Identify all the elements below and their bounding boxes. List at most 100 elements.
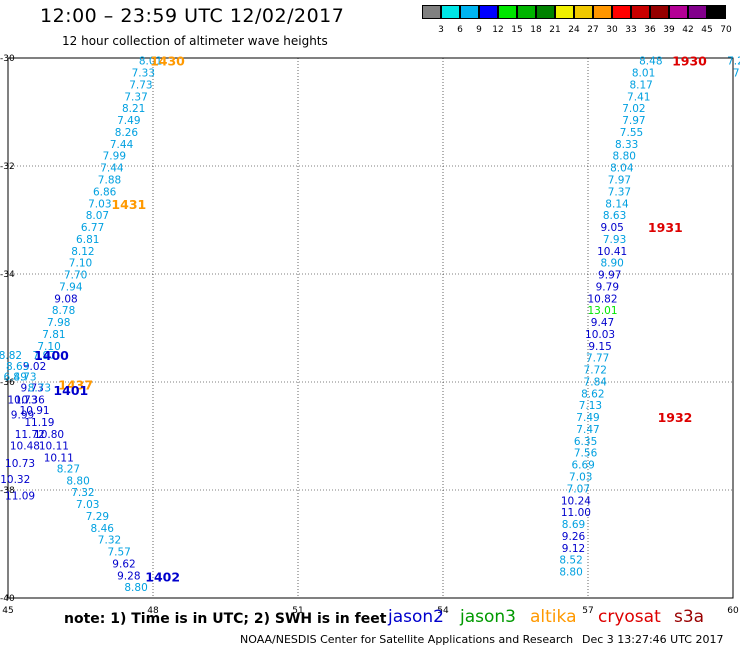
y-tick-label: -32 — [0, 162, 15, 172]
wave-height-value: 7.72 — [584, 365, 607, 377]
wave-height-value: 6.81 — [76, 234, 99, 246]
wave-height-value: 6.35 — [574, 436, 597, 448]
legend-entry-altika: altika — [530, 607, 577, 627]
color-scale-label: 12 — [492, 25, 504, 35]
color-scale-swatch — [650, 5, 669, 19]
wave-height-value: 7.37 — [124, 91, 147, 103]
legend-entry-jason2: jason2 — [388, 607, 444, 627]
wave-height-value: 7.07 — [567, 483, 590, 495]
wave-height-value: 7.32 — [98, 535, 121, 547]
wave-height-value: 10.36 — [15, 394, 45, 406]
wave-height-value: 8.52 — [559, 555, 582, 567]
color-scale-swatch — [479, 5, 498, 19]
wave-height-value: 7.77 — [586, 353, 609, 365]
color-scale-swatch — [422, 5, 441, 19]
wave-height-value: 10.11 — [44, 453, 74, 465]
wave-height-value: 7.47 — [576, 424, 599, 436]
wave-height-value: 8.63 — [6, 361, 29, 373]
wave-height-value: 7.56 — [574, 448, 598, 460]
color-scale-swatch — [707, 5, 726, 19]
wave-height-value: 8.17 — [629, 79, 652, 91]
wave-height-value: 8.26 — [115, 127, 139, 139]
wave-height-value: 8.69 — [562, 519, 585, 531]
wave-height-value: 7.03 — [88, 198, 111, 210]
color-scale-label: 3 — [438, 25, 444, 35]
wave-height-value: 6.86 — [93, 186, 117, 198]
wave-height-value: 7.41 — [627, 91, 650, 103]
wave-height-value: 8.78 — [52, 305, 75, 317]
wave-height-value: 10.03 — [585, 329, 615, 341]
pass-time-label: 1931 — [648, 220, 683, 235]
wave-height-value: 11.00 — [561, 507, 591, 519]
wave-height-value: 10.80 — [34, 429, 64, 441]
wave-height-value: 7.57 — [107, 547, 130, 559]
units-note: note: 1) Time is in UTC; 2) SWH is in fe… — [64, 611, 387, 627]
wave-height-value: 13.01 — [587, 305, 617, 317]
color-scale-swatch — [460, 5, 479, 19]
y-tick-label: -30 — [0, 54, 15, 64]
wave-height-value: 7.88 — [98, 175, 121, 187]
wave-height-value: 8.21 — [122, 103, 145, 115]
color-scale-label: 45 — [701, 25, 713, 35]
wave-height-value: 10.32 — [0, 474, 30, 486]
color-scale-swatch — [441, 5, 460, 19]
wave-height-value: 7.93 — [603, 234, 626, 246]
wave-height-value: 9.97 — [598, 270, 621, 282]
wave-height-value: 8.63 — [603, 210, 626, 222]
wave-height-value: 8.07 — [86, 210, 109, 222]
color-scale-label: 6 — [457, 25, 463, 35]
wave-height-value: 8.14 — [605, 198, 629, 210]
wave-height-value: 9.02 — [23, 361, 46, 373]
wave-height-value: 7.03 — [76, 499, 99, 511]
wave-height-value: 8.04 — [610, 163, 634, 175]
color-scale-swatch — [574, 5, 593, 19]
wave-height-value: 7.44 — [100, 163, 124, 175]
color-scale-label: 27 — [587, 25, 599, 35]
wave-height-value: 7.97 — [622, 115, 645, 127]
wave-height-value: 9.79 — [596, 281, 619, 293]
page-title: 12:00 – 23:59 UTC 12/02/2017 — [40, 5, 345, 27]
wave-height-value: 9.26 — [562, 531, 586, 543]
wave-height-value: 10.11 — [39, 441, 69, 453]
color-scale-label: 24 — [568, 25, 580, 35]
wave-height-value: 7. — [733, 68, 740, 80]
wave-height-value: 7.10 — [37, 341, 60, 353]
legend-entry-s3a: s3a — [674, 607, 705, 627]
color-scale-label: 21 — [549, 25, 561, 35]
wave-height-value: 8.62 — [581, 388, 604, 400]
x-tick-label: 57 — [582, 606, 593, 616]
wave-height-value: 7.55 — [620, 127, 643, 139]
wave-height-value: 7.37 — [608, 186, 631, 198]
color-scale-swatch — [688, 5, 707, 19]
wave-height-value: 8.33 — [615, 139, 638, 151]
pass-time-label: 1437 — [58, 378, 93, 393]
x-tick-label: 54 — [437, 606, 449, 616]
wave-height-value: 7.70 — [64, 270, 87, 282]
color-scale-swatch — [517, 5, 536, 19]
wave-height-value: 9.99 — [11, 409, 34, 421]
wave-height-value: 7.33 — [132, 68, 155, 80]
creation-timestamp: Dec 3 13:27:46 UTC 2017 — [582, 633, 724, 646]
wave-height-value: 9.47 — [591, 317, 614, 329]
wave-height-value: 6.77 — [81, 222, 104, 234]
wave-height-value: 9.05 — [600, 222, 623, 234]
wave-height-value: 7.03 — [569, 472, 592, 484]
wave-height-value: 7.94 — [59, 281, 83, 293]
wave-height-value: 7.49 — [117, 115, 140, 127]
wave-height-value: 7.97 — [33, 350, 56, 362]
wave-height-value: 7.13 — [579, 400, 602, 412]
pass-time-label: 1932 — [658, 410, 693, 425]
wave-height-value: 8.46 — [91, 523, 115, 535]
y-tick-label: -36 — [0, 378, 15, 388]
legend-entry-jason3: jason3 — [460, 607, 516, 627]
wave-height-value: 10.41 — [597, 246, 627, 258]
wave-height-value: 10.91 — [20, 405, 50, 417]
y-tick-label: -38 — [0, 486, 15, 496]
color-scale-label: 33 — [625, 25, 637, 35]
pass-time-label: 1431 — [111, 197, 146, 212]
wave-height-value: 7.81 — [42, 329, 65, 341]
wave-height-value: 8.80 — [559, 567, 582, 579]
wave-height-value: 8.48 — [639, 56, 662, 68]
color-scale-label: 9 — [476, 25, 482, 35]
